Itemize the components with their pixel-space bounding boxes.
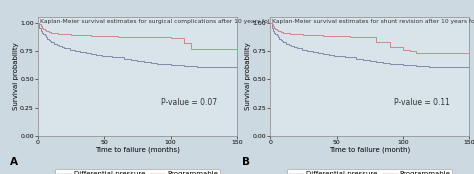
Legend: Differential pressure, Programmable: Differential pressure, Programmable: [287, 169, 452, 174]
Text: P-value = 0.11: P-value = 0.11: [393, 98, 449, 107]
Y-axis label: Survival probability: Survival probability: [13, 43, 18, 110]
Text: Kaplan-Meier survival estimates for surgical complications after 10 years follow: Kaplan-Meier survival estimates for surg…: [40, 19, 290, 24]
Text: Kaplan-Meier survival estimates for shunt revision after 10 years follow-up: Kaplan-Meier survival estimates for shun…: [272, 19, 474, 24]
X-axis label: Time to failure (month): Time to failure (month): [329, 146, 410, 153]
Text: P-value = 0.07: P-value = 0.07: [161, 98, 218, 107]
Text: B: B: [242, 157, 250, 167]
X-axis label: Time to failure (months): Time to failure (months): [95, 146, 180, 153]
Text: A: A: [9, 157, 18, 167]
Y-axis label: Survival probability: Survival probability: [245, 43, 251, 110]
Legend: Differential pressure, Programmable: Differential pressure, Programmable: [55, 169, 220, 174]
